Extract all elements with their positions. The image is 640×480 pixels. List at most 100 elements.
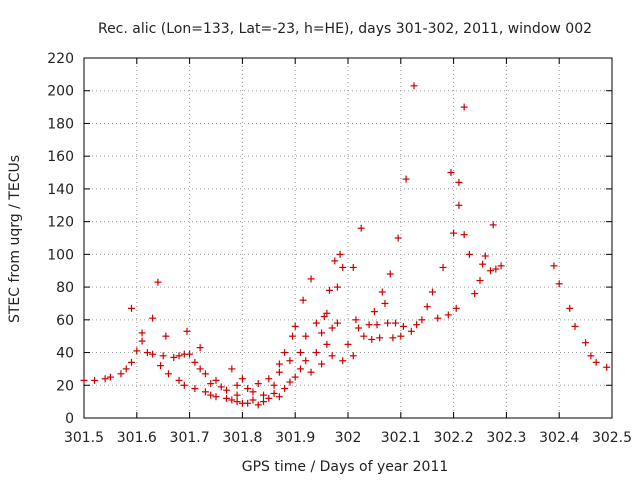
data-point: [373, 321, 381, 329]
x-tick-label: 301.6: [117, 430, 157, 446]
data-point: [201, 370, 209, 378]
y-tick-label: 200: [47, 84, 74, 100]
data-point: [212, 393, 220, 401]
data-point: [333, 319, 341, 327]
data-points: [80, 82, 611, 409]
data-point: [265, 375, 273, 383]
data-point: [201, 388, 209, 396]
data-point: [249, 396, 257, 404]
data-point: [368, 335, 376, 343]
data-point: [357, 224, 365, 232]
data-point: [550, 262, 558, 270]
data-point: [592, 358, 600, 366]
data-point: [402, 175, 410, 183]
data-point: [479, 260, 487, 268]
data-point: [378, 288, 386, 296]
data-point: [318, 360, 326, 368]
data-point: [164, 370, 172, 378]
data-point: [349, 263, 357, 271]
data-point: [497, 262, 505, 270]
data-point: [328, 352, 336, 360]
data-point: [339, 263, 347, 271]
data-point: [392, 319, 400, 327]
data-point: [228, 365, 236, 373]
data-point: [238, 375, 246, 383]
data-point: [460, 231, 468, 239]
data-point: [397, 332, 405, 340]
data-point: [191, 385, 199, 393]
y-tick-label: 60: [56, 313, 74, 329]
data-point: [286, 357, 294, 365]
data-point: [323, 309, 331, 317]
data-point: [183, 327, 191, 335]
data-point: [191, 358, 199, 366]
y-axis-label: STEC from uqrg / TECUs: [7, 155, 23, 323]
data-point: [138, 337, 146, 345]
data-point: [318, 329, 326, 337]
data-point: [302, 332, 310, 340]
data-point: [265, 394, 273, 402]
data-point: [128, 304, 136, 312]
data-point: [365, 321, 373, 329]
data-point: [452, 304, 460, 312]
data-point: [447, 169, 455, 177]
data-point: [154, 278, 162, 286]
data-point: [487, 267, 495, 275]
data-point: [175, 352, 183, 360]
data-point: [281, 349, 289, 357]
data-point: [207, 391, 215, 399]
data-point: [450, 229, 458, 237]
data-point: [249, 388, 257, 396]
data-point: [175, 376, 183, 384]
data-point: [434, 314, 442, 322]
data-point: [254, 401, 262, 409]
data-point: [423, 303, 431, 311]
data-point: [339, 357, 347, 365]
data-point: [323, 340, 331, 348]
data-point: [196, 365, 204, 373]
chart-title: Rec. alic (Lon=133, Lat=-23, h=HE), days…: [98, 21, 592, 37]
data-point: [418, 316, 426, 324]
data-point: [399, 322, 407, 330]
data-point: [296, 349, 304, 357]
x-tick-label: 302.2: [434, 430, 474, 446]
data-point: [444, 311, 452, 319]
data-point: [465, 250, 473, 258]
y-tick-label: 180: [47, 116, 74, 132]
data-point: [555, 280, 563, 288]
data-point: [223, 394, 231, 402]
y-tick-label: 140: [47, 182, 74, 198]
data-point: [117, 370, 125, 378]
data-point: [336, 250, 344, 258]
data-point: [326, 286, 334, 294]
data-point: [149, 314, 157, 322]
data-point: [281, 385, 289, 393]
data-point: [254, 380, 262, 388]
data-point: [312, 319, 320, 327]
data-point: [275, 393, 283, 401]
data-point: [460, 103, 468, 111]
data-point: [196, 344, 204, 352]
data-point: [149, 350, 157, 358]
y-tick-label: 20: [56, 378, 74, 394]
data-point: [407, 327, 415, 335]
data-point: [349, 352, 357, 360]
data-point: [170, 353, 178, 361]
y-tick-label: 80: [56, 280, 74, 296]
data-point: [286, 378, 294, 386]
data-point: [439, 263, 447, 271]
data-point: [291, 322, 299, 330]
data-point: [299, 296, 307, 304]
data-point: [394, 234, 402, 242]
data-point: [410, 82, 418, 90]
ticks-layer: 301.5 301.6 301.7 301.8 301.9 302 302.1 302.2 30…: [47, 51, 632, 446]
data-point: [223, 386, 231, 394]
data-point: [370, 308, 378, 316]
data-point: [384, 319, 392, 327]
data-point: [270, 381, 278, 389]
data-point: [413, 321, 421, 329]
data-point: [106, 373, 114, 381]
data-point: [352, 316, 360, 324]
data-point: [228, 396, 236, 404]
x-axis-label: GPS time / Days of year 2011: [242, 459, 449, 475]
